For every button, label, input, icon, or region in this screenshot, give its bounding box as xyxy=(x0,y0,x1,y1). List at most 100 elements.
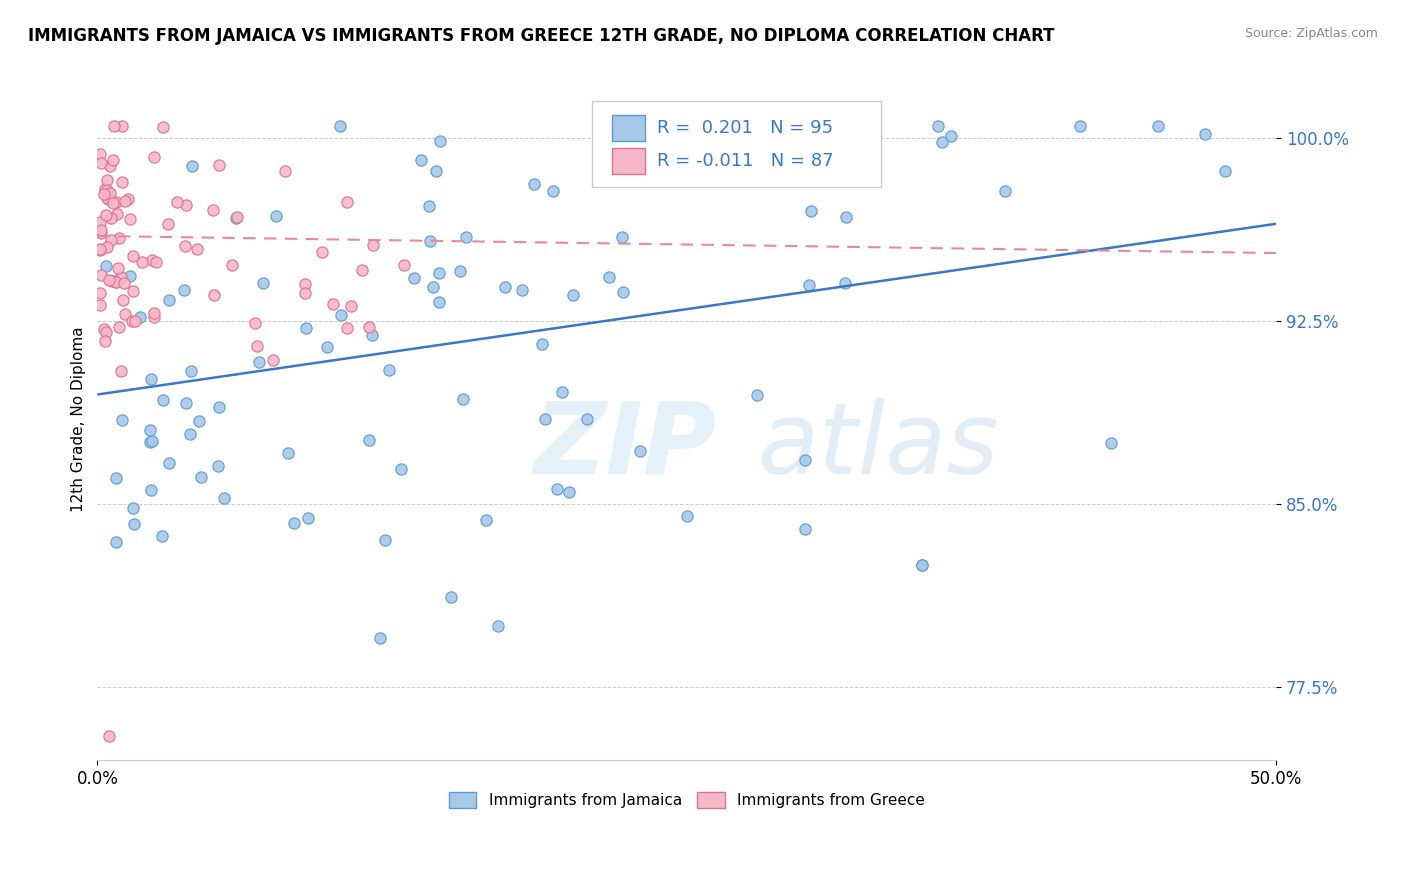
Point xyxy=(97,192,120,206)
Point xyxy=(142,150,165,164)
Point xyxy=(141,253,163,268)
Point xyxy=(391,462,413,476)
Point xyxy=(1213,164,1236,178)
Point xyxy=(208,401,231,415)
Point xyxy=(429,134,451,148)
Point xyxy=(418,198,440,212)
Point xyxy=(474,513,496,527)
Point xyxy=(94,208,117,222)
Point xyxy=(173,283,195,297)
Bar xyxy=(613,148,645,174)
Point xyxy=(541,184,564,198)
Point xyxy=(101,274,124,288)
Point xyxy=(89,215,111,229)
Point xyxy=(523,178,546,192)
Point xyxy=(297,510,319,524)
Point xyxy=(89,286,111,301)
Point xyxy=(145,255,167,269)
Point xyxy=(96,259,118,273)
Point xyxy=(368,632,391,646)
Point xyxy=(340,299,363,313)
Text: R = -0.011   N = 87: R = -0.011 N = 87 xyxy=(657,152,834,169)
Point xyxy=(139,434,162,449)
Point xyxy=(225,211,247,225)
Point xyxy=(96,190,118,204)
Point xyxy=(96,240,118,254)
Point xyxy=(336,321,359,335)
Point xyxy=(105,275,128,289)
Point xyxy=(409,153,432,167)
Point xyxy=(835,210,858,224)
Point xyxy=(1069,120,1091,134)
Point xyxy=(108,319,131,334)
Point xyxy=(112,293,135,307)
Point xyxy=(105,275,128,289)
Point xyxy=(93,187,115,202)
Point xyxy=(181,159,204,173)
Point xyxy=(427,294,450,309)
Point xyxy=(641,120,664,134)
Point xyxy=(1147,120,1170,134)
Point xyxy=(150,529,173,543)
Point xyxy=(98,186,121,201)
Point xyxy=(110,270,132,285)
Point xyxy=(252,277,274,291)
Point xyxy=(103,195,125,210)
Point xyxy=(111,413,134,427)
Point xyxy=(105,535,128,549)
Point xyxy=(628,443,651,458)
Point xyxy=(283,516,305,530)
Point xyxy=(139,372,162,386)
Point xyxy=(157,456,180,470)
Point xyxy=(104,471,127,485)
Point xyxy=(118,212,141,227)
Point xyxy=(927,120,949,134)
Point xyxy=(359,433,381,447)
Point xyxy=(103,120,125,134)
Point xyxy=(294,277,316,292)
Point xyxy=(138,424,160,438)
Point xyxy=(174,198,197,212)
Point xyxy=(98,159,121,173)
Point xyxy=(277,446,299,460)
Point xyxy=(131,255,153,269)
Point xyxy=(747,387,769,401)
Point xyxy=(378,363,401,377)
Point xyxy=(404,270,426,285)
Point xyxy=(454,230,477,244)
Point xyxy=(93,182,115,196)
Point xyxy=(96,183,118,197)
Point xyxy=(243,316,266,330)
Point xyxy=(793,522,815,536)
Point xyxy=(486,619,509,633)
Point xyxy=(449,264,471,278)
Point xyxy=(105,194,128,209)
FancyBboxPatch shape xyxy=(592,102,882,186)
Point xyxy=(103,274,125,288)
Point xyxy=(121,314,143,328)
Point xyxy=(392,258,415,272)
Point xyxy=(800,203,823,218)
Point xyxy=(110,364,132,378)
Point xyxy=(294,286,316,301)
Point xyxy=(98,729,121,743)
Point xyxy=(108,231,131,245)
Point xyxy=(558,485,581,500)
Point xyxy=(322,297,344,311)
Point xyxy=(180,364,202,378)
Point xyxy=(111,175,134,189)
Point xyxy=(90,268,112,283)
Point xyxy=(610,230,633,244)
Point xyxy=(89,243,111,257)
Point xyxy=(612,285,634,299)
Point xyxy=(280,778,302,792)
Point xyxy=(246,339,269,353)
Point xyxy=(141,434,163,449)
Point xyxy=(105,206,128,220)
Point xyxy=(98,273,121,287)
Point xyxy=(494,280,516,294)
Point xyxy=(96,172,118,186)
Point xyxy=(834,277,856,291)
Point xyxy=(530,337,553,351)
Bar xyxy=(613,115,645,141)
